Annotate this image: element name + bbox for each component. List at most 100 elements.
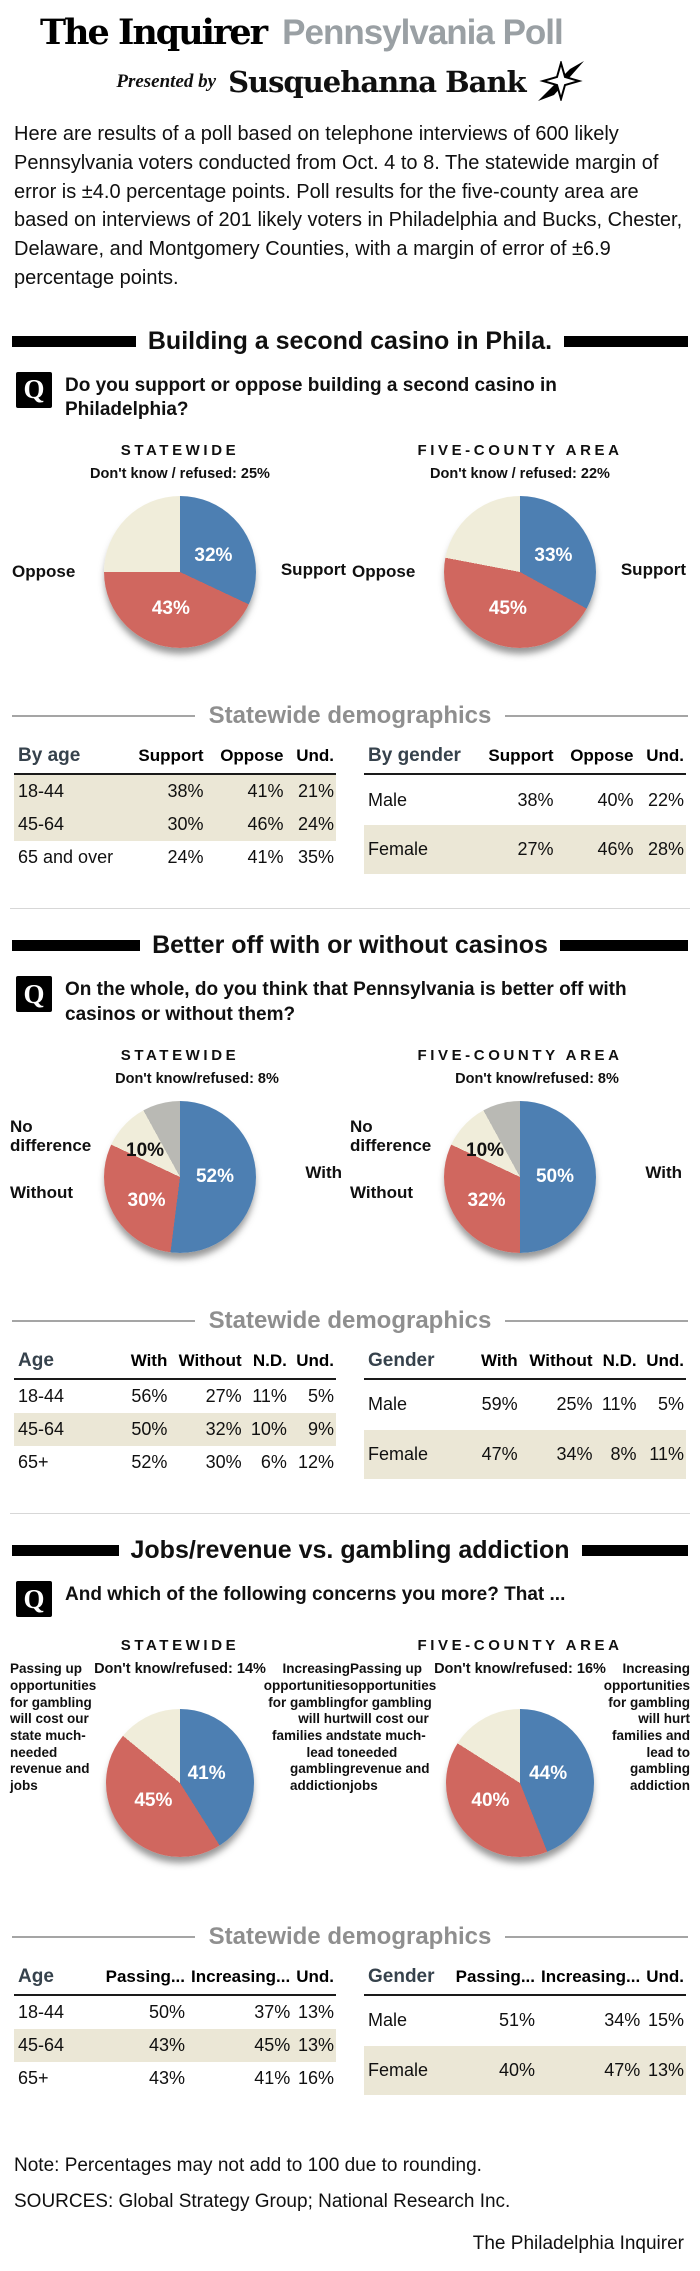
pie-label-passing-up: Passing up opportunities for gambling wi…: [350, 1661, 437, 1794]
pie-area: No difference Without 50% 32% 10% With: [350, 1091, 690, 1287]
pie-label-support: Support: [280, 560, 346, 580]
table-cell: 45-64: [18, 2035, 65, 2056]
table-cell: 5%: [657, 1394, 684, 1415]
table-cell: Male: [368, 2010, 408, 2031]
pie-row: STATEWIDE Don't know / refused: 25% Oppo…: [10, 442, 690, 682]
header-bar: [12, 335, 136, 347]
pie-block-statewide: STATEWIDE Don't know/refused: 14% Passin…: [10, 1637, 350, 1903]
table-by-age: By age Support Oppose Und. 18-44 38% 41% 21% 45…: [14, 742, 336, 874]
presented-by-label: Presented by: [116, 70, 217, 92]
demographics-header: Statewide demographics: [12, 1923, 688, 1951]
table-by-gender: Gender With Without N.D. Und. Male 59% 25% 11% 5…: [364, 1347, 686, 1480]
column-header: By age: [14, 742, 124, 776]
header-bar: [559, 940, 688, 952]
pie-block-statewide: STATEWIDE Don't know/refused: 8% No diff…: [10, 1047, 350, 1287]
table-by-age: Age Passing... Increasing... Und. 18-44 50% 3…: [14, 1963, 336, 2095]
section-header: Building a second casino in Phila.: [10, 327, 690, 356]
question-text: Do you support or oppose building a seco…: [65, 374, 557, 421]
table-cell: 65 and over: [18, 847, 114, 868]
dont-know-label: Don't know/refused: 8%: [455, 1071, 619, 1088]
q-badge: Q: [16, 371, 52, 408]
demographics-tables: By age Support Oppose Und. 18-44 38% 41% 21% 45…: [10, 742, 690, 875]
rounding-note: Note: Percentages may not add to 100 due…: [14, 2155, 482, 2177]
demographics-title: Statewide demographics: [208, 702, 492, 730]
column-header: Increasing...: [187, 1963, 293, 1997]
header-bar: [581, 1545, 688, 1557]
table-cell: 45%: [254, 2035, 291, 2056]
header-bar: [12, 1545, 119, 1557]
table-header-row: By age Support Oppose Und.: [14, 742, 336, 776]
table-cell: 65+: [18, 2068, 49, 2089]
table-cell: Female: [368, 2059, 429, 2080]
column-header: Passing...: [451, 1963, 538, 1997]
rule-line: [12, 1936, 195, 1939]
table-row: 65+ 52% 30% 6% 12%: [14, 1446, 336, 1479]
pie-label-without: Without: [10, 1183, 74, 1203]
table-cell: 18-44: [18, 2002, 65, 2023]
table-cell: 38%: [517, 789, 554, 810]
table-cell: 47%: [604, 2059, 641, 2080]
table-row: 45-64 50% 32% 10% 9%: [14, 1413, 336, 1447]
pie-value-passing: 45%: [134, 1789, 173, 1811]
section-second-casino: Building a second casino in Phila. Q Do …: [10, 327, 690, 875]
pie-area: Passing up opportunities for gambling wi…: [10, 1661, 350, 1903]
column-header: Oppose: [555, 742, 636, 776]
pie-label-increasing: Increasing opportunities for gambling wi…: [603, 1661, 690, 1794]
question-text: On the whole, do you think that Pennsylv…: [65, 979, 627, 1025]
pie-label-oppose: Oppose: [352, 562, 416, 582]
table-row: Male 59% 25% 11% 5%: [364, 1379, 686, 1430]
table-by-gender: Gender Passing... Increasing... Und. Male 51…: [364, 1963, 686, 2096]
footer: Note: Percentages may not add to 100 due…: [10, 2129, 690, 2255]
question-row: Q Do you support or oppose building a se…: [16, 371, 684, 423]
header-bar: [12, 940, 141, 952]
pie-value-oppose: 43%: [151, 597, 190, 619]
table-cell: Male: [368, 789, 408, 810]
table-cell: Female: [368, 839, 429, 860]
column-header: Gender: [364, 1963, 452, 1997]
table-cell: 27%: [205, 1386, 242, 1407]
table-cell: 11%: [252, 1386, 287, 1407]
region-label: FIVE-COUNTY AREA: [417, 1637, 623, 1655]
table-cell: 34%: [556, 1443, 593, 1464]
section-better-off: Better off with or without casinos Q On …: [10, 908, 690, 1480]
table-cell: 38%: [167, 781, 204, 802]
table-cell: 47%: [481, 1443, 518, 1464]
column-header: Gender: [364, 1347, 474, 1381]
table-cell: 51%: [498, 2010, 536, 2031]
table-cell: 28%: [647, 839, 684, 860]
table-cell: 18-44: [18, 1386, 65, 1407]
table-cell: 50%: [148, 2002, 186, 2023]
table-cell: 41%: [247, 847, 284, 868]
pie-label-support: Support: [620, 560, 686, 580]
pie-value-no-difference: 10%: [126, 1140, 165, 1162]
question-row: Q And which of the following concerns yo…: [16, 1581, 684, 1618]
table-row: 18-44 38% 41% 21%: [14, 774, 336, 809]
dont-know-label: Don't know/refused: 8%: [115, 1071, 279, 1088]
table-cell: 16%: [297, 2068, 334, 2089]
table-row: Male 51% 34% 15%: [364, 1995, 686, 2046]
pie-block-five-county: FIVE-COUNTY AREA Don't know / refused: 2…: [350, 442, 690, 682]
section-header: Jobs/revenue vs. gambling addiction: [10, 1536, 690, 1565]
demographics-title: Statewide demographics: [208, 1923, 492, 1951]
masthead: The Inquirer Pennsylvania Poll: [10, 8, 690, 53]
section-header: Better off with or without casinos: [10, 931, 690, 960]
region-label: STATEWIDE: [120, 1637, 240, 1655]
table-header-row: Age Passing... Increasing... Und.: [14, 1963, 336, 1997]
dont-know-label: Don't know / refused: 22%: [430, 466, 610, 483]
pie-label-with: With: [645, 1163, 682, 1183]
pie-row: STATEWIDE Don't know/refused: 8% No diff…: [10, 1047, 690, 1287]
column-header: Und.: [288, 1347, 336, 1381]
table-cell: 13%: [297, 2035, 334, 2056]
pie-value-increasing: 44%: [529, 1763, 568, 1785]
table-header-row: Gender Passing... Increasing... Und.: [364, 1963, 686, 1997]
table-row: 18-44 56% 27% 11% 5%: [14, 1379, 336, 1413]
pie-value-increasing: 41%: [187, 1763, 226, 1785]
dont-know-label: Don't know/refused: 14%: [94, 1661, 266, 1678]
table-cell: 11%: [601, 1394, 637, 1415]
table-cell: 65+: [18, 1452, 49, 1473]
demographics-tables: Age With Without N.D. Und. 18-44 56% 27% 11% 5% 4…: [10, 1347, 690, 1480]
section-jobs-vs-addiction: Jobs/revenue vs. gambling addiction Q An…: [10, 1513, 690, 2096]
table-by-age: Age With Without N.D. Und. 18-44 56% 27% 11% 5% 4…: [14, 1347, 336, 1479]
pie-chart: 52% 30% 10%: [104, 1101, 256, 1254]
table-cell: 30%: [205, 1452, 242, 1473]
